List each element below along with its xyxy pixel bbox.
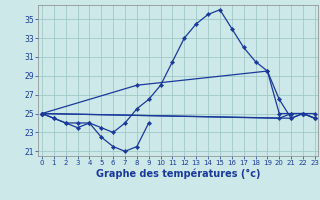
X-axis label: Graphe des températures (°c): Graphe des températures (°c) <box>96 169 261 179</box>
